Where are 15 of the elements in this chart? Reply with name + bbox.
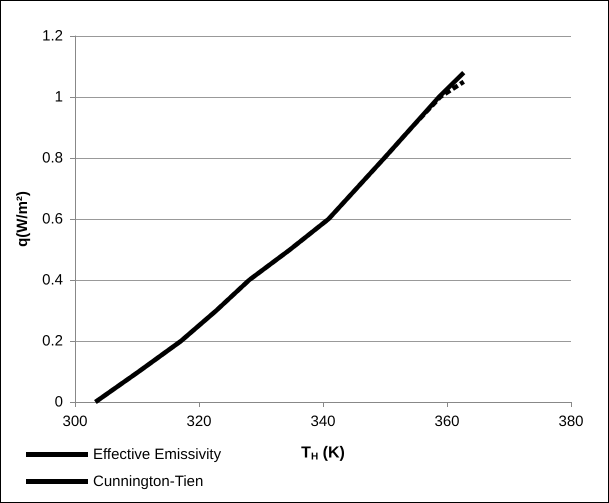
x-tick-label: 320 <box>186 413 212 430</box>
x-tick-label: 380 <box>558 413 584 430</box>
legend-label: Cunnington-Tien <box>93 473 204 490</box>
y-tick-label: 0.6 <box>42 210 63 228</box>
y-tick-label: 0.2 <box>42 332 63 350</box>
y-tick-label: 0 <box>54 394 63 410</box>
y-tick-label: 0.4 <box>42 272 63 288</box>
legend-label: Effective Emissivity <box>93 446 222 463</box>
x-tick-label: 300 <box>62 413 88 430</box>
x-tick-label: 340 <box>310 413 336 430</box>
y-tick-label: 1 <box>54 88 63 106</box>
y-axis-title: q(W/m²) <box>14 191 31 247</box>
y-tick-label: 0.8 <box>42 150 63 166</box>
y-tick-label: 1.2 <box>42 28 63 44</box>
x-tick-label: 360 <box>434 413 460 430</box>
